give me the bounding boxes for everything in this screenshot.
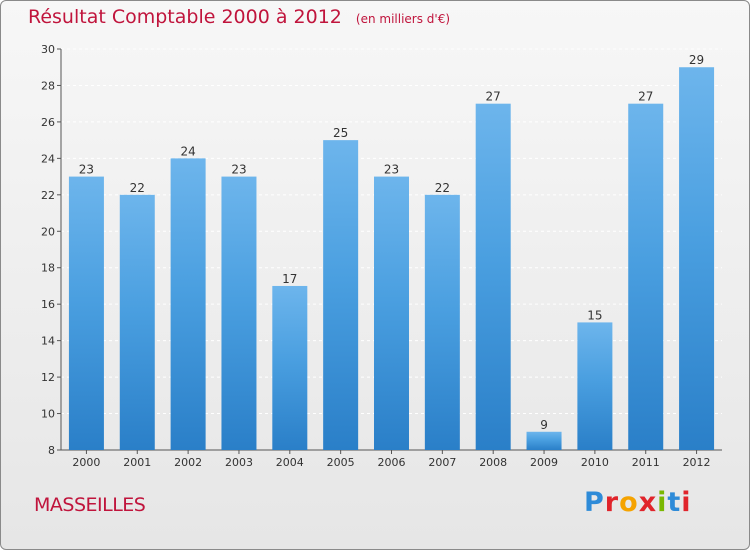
x-tick-label: 2000 xyxy=(72,456,100,469)
data-label: 24 xyxy=(180,144,195,158)
bar xyxy=(628,103,664,450)
x-tick-label: 2004 xyxy=(276,456,304,469)
data-label: 27 xyxy=(638,90,653,104)
y-tick-label: 14 xyxy=(41,335,55,348)
data-label: 23 xyxy=(384,163,399,177)
x-tick-label: 2001 xyxy=(123,456,151,469)
logo-letter: o xyxy=(619,487,639,518)
logo-letter: t xyxy=(667,487,682,518)
data-label: 22 xyxy=(435,181,450,195)
y-tick-label: 28 xyxy=(41,79,55,92)
y-tick-label: 30 xyxy=(41,43,55,56)
bar xyxy=(68,176,104,450)
y-tick-label: 20 xyxy=(41,225,55,238)
title-row: Résultat Comptable 2000 à 2012 (en millie… xyxy=(28,6,450,28)
data-label: 22 xyxy=(130,181,145,195)
x-tick-label: 2005 xyxy=(327,456,355,469)
x-tick-label: 2009 xyxy=(530,456,558,469)
x-tick-label: 2003 xyxy=(225,456,253,469)
bar xyxy=(424,194,460,450)
y-tick-label: 8 xyxy=(48,444,55,457)
y-tick-label: 10 xyxy=(41,408,55,421)
bar xyxy=(119,194,155,450)
bar xyxy=(170,158,206,450)
bar xyxy=(526,431,562,450)
y-tick-label: 12 xyxy=(41,371,55,384)
x-tick-label: 2008 xyxy=(479,456,507,469)
logo-letter: i xyxy=(681,487,692,518)
bar xyxy=(679,67,715,451)
commune-name: MASSEILLES xyxy=(34,494,146,516)
x-tick-label: 2007 xyxy=(428,456,456,469)
data-label: 17 xyxy=(282,272,297,286)
logo-letter: P xyxy=(584,487,605,518)
chart-title: Résultat Comptable 2000 à 2012 xyxy=(28,6,342,28)
logo-letter: x xyxy=(638,487,658,518)
bar xyxy=(221,176,257,450)
proxiti-logo[interactable]: Proxiti xyxy=(584,487,692,518)
y-tick-label: 16 xyxy=(41,298,55,311)
data-label: 15 xyxy=(587,308,602,322)
y-tick-label: 24 xyxy=(41,152,55,165)
bar xyxy=(577,322,613,450)
y-tick-label: 18 xyxy=(41,262,55,275)
x-tick-label: 2006 xyxy=(378,456,406,469)
logo-letter: i xyxy=(657,487,668,518)
bar xyxy=(475,103,511,450)
x-tick-label: 2012 xyxy=(683,456,711,469)
data-label: 25 xyxy=(333,126,348,140)
data-label: 29 xyxy=(689,53,704,67)
data-label: 27 xyxy=(486,90,501,104)
data-label: 23 xyxy=(79,163,94,177)
data-label: 9 xyxy=(540,418,548,432)
data-label: 23 xyxy=(231,163,246,177)
chart-subtitle: (en milliers d'€) xyxy=(355,12,451,26)
x-tick-label: 2011 xyxy=(632,456,660,469)
bar xyxy=(374,176,409,450)
y-tick-label: 26 xyxy=(41,116,55,129)
y-tick-label: 22 xyxy=(41,189,55,202)
x-tick-label: 2010 xyxy=(581,456,609,469)
bar xyxy=(323,140,359,451)
logo-letter: r xyxy=(604,487,620,518)
bar xyxy=(272,285,308,450)
x-tick-label: 2002 xyxy=(174,456,202,469)
